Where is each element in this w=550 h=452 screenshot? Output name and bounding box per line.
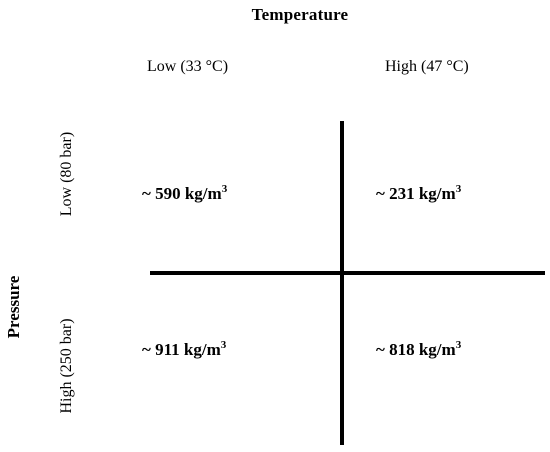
cell-value: ~ 231 kg/m	[376, 184, 456, 203]
horizontal-divider	[150, 271, 545, 275]
unit-exponent: 3	[221, 183, 228, 195]
unit-exponent: 3	[455, 339, 462, 351]
column-header-high-temperature: High (47 °C)	[385, 58, 469, 75]
cell-high-pressure-low-temperature: ~ 911 kg/m3	[142, 340, 226, 360]
column-header-low-temperature: Low (33 °C)	[147, 58, 229, 75]
row-header-low-pressure: Low (80 bar)	[58, 131, 75, 217]
row-header-high-pressure: High (250 bar)	[58, 318, 75, 414]
cell-value: ~ 911 kg/m	[142, 340, 221, 359]
cell-value: ~ 818 kg/m	[376, 340, 456, 359]
unit-exponent: 3	[455, 183, 462, 195]
temperature-axis-title: Temperature	[251, 5, 349, 24]
cell-high-pressure-high-temperature: ~ 818 kg/m3	[376, 340, 461, 360]
vertical-divider	[340, 121, 344, 445]
cell-value: ~ 590 kg/m	[142, 184, 222, 203]
unit-exponent: 3	[220, 339, 227, 351]
pressure-axis-title: Pressure	[4, 275, 23, 339]
cell-low-pressure-low-temperature: ~ 590 kg/m3	[142, 184, 227, 204]
cell-low-pressure-high-temperature: ~ 231 kg/m3	[376, 184, 461, 204]
